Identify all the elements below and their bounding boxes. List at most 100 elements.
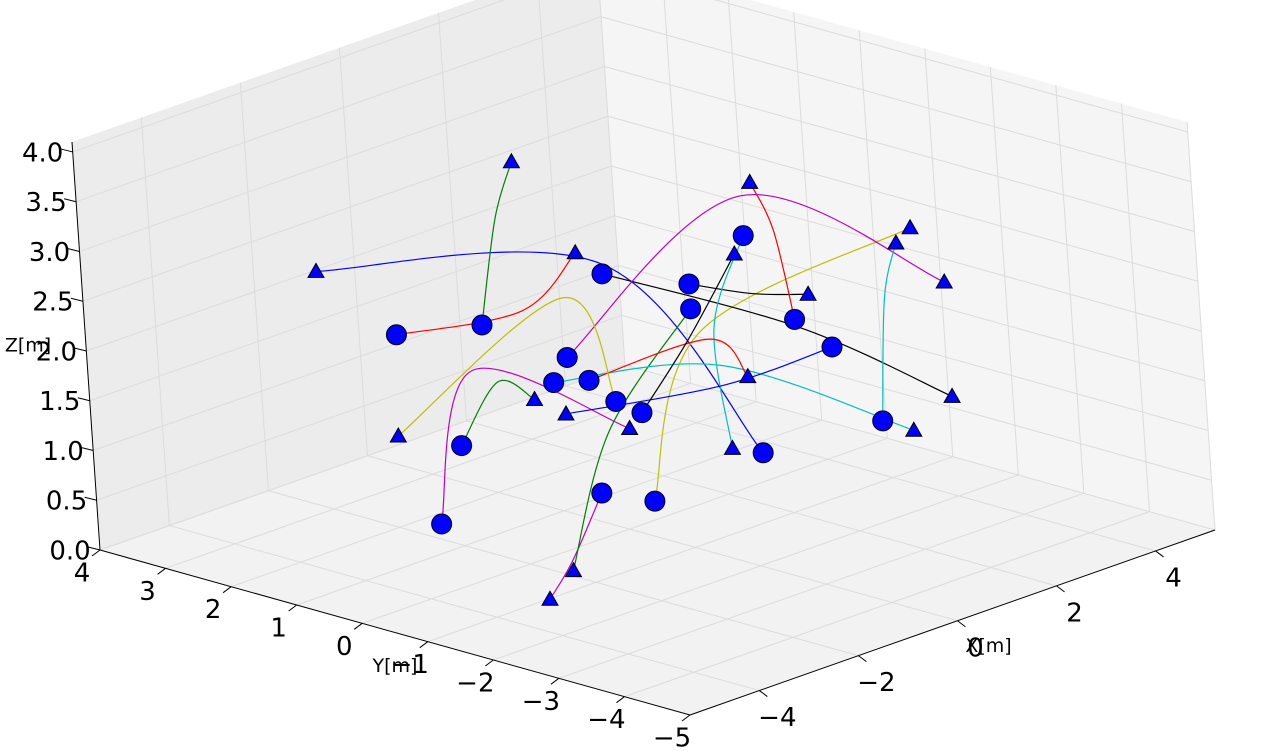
- z-tick-label: 1.5: [39, 387, 80, 417]
- x-tick-label: 4: [1165, 563, 1182, 593]
- end-marker: [541, 590, 559, 606]
- grid-line: [338, 47, 368, 456]
- y-tick: [681, 714, 691, 722]
- end-marker: [566, 243, 585, 260]
- grid-line: [614, 215, 1205, 382]
- start-marker: [543, 372, 565, 394]
- start-marker: [578, 369, 600, 391]
- grid-line: [96, 314, 622, 501]
- grid-line: [1120, 103, 1150, 512]
- x-tick-label: −2: [857, 668, 895, 698]
- z-tick: [81, 447, 94, 451]
- axis-line: [689, 529, 1216, 716]
- end-marker: [525, 390, 544, 407]
- back-pane-x: [599, 0, 1215, 530]
- trajectory: [688, 283, 809, 296]
- y-tick-label: −1: [391, 650, 429, 680]
- end-marker: [564, 561, 583, 578]
- grid-line: [558, 492, 1085, 679]
- y-tick: [616, 696, 625, 704]
- start-marker: [471, 314, 493, 336]
- y-axis-label: Y[m]: [372, 655, 418, 677]
- grid-line: [72, 0, 506, 153]
- axis-line: [71, 141, 101, 551]
- start-marker: [732, 225, 754, 247]
- y-tick: [91, 549, 101, 557]
- y-tick: [157, 567, 166, 575]
- grid-line: [989, 66, 1019, 476]
- x-tick: [1155, 550, 1164, 558]
- y-tick-label: −2: [456, 669, 494, 699]
- trajectory: [588, 338, 749, 381]
- z-tick: [74, 347, 87, 352]
- end-marker: [935, 272, 954, 289]
- markers: [307, 152, 961, 606]
- start-marker: [784, 308, 806, 330]
- x-tick-label: 2: [1066, 598, 1083, 628]
- panes: [72, 0, 1215, 715]
- grid-line: [728, 0, 757, 402]
- grid-line: [611, 165, 1202, 332]
- start-marker: [644, 490, 666, 512]
- z-tick: [70, 297, 84, 302]
- grid-line: [599, 0, 626, 366]
- grid-line: [714, 0, 1188, 133]
- y-tick: [485, 659, 494, 667]
- end-marker: [723, 439, 742, 455]
- grid-line: [604, 65, 1195, 232]
- z-tick-label: 3.5: [25, 188, 66, 218]
- trajectory: [396, 252, 576, 336]
- x-axis-label: X[m]: [965, 635, 1011, 657]
- end-marker: [943, 387, 961, 403]
- trajectory: [481, 161, 512, 326]
- start-marker: [752, 442, 774, 464]
- start-marker: [451, 435, 473, 457]
- end-marker: [620, 419, 639, 436]
- trajectory: [461, 379, 535, 446]
- grid: [72, 0, 1216, 716]
- start-marker: [591, 482, 613, 504]
- start-marker: [385, 324, 407, 346]
- grid-line: [268, 490, 859, 657]
- y-tick: [550, 677, 560, 685]
- grid-line: [427, 456, 953, 643]
- end-marker: [887, 233, 905, 250]
- trajectory: [565, 346, 833, 415]
- x-tick: [759, 690, 768, 697]
- grid-line: [82, 115, 609, 302]
- z-tick-label: 0.5: [46, 487, 87, 517]
- grid-line: [493, 474, 1019, 661]
- back-pane-y: [72, 0, 625, 550]
- grid-line: [140, 117, 170, 526]
- grid-line: [367, 455, 958, 622]
- z-tick: [77, 397, 90, 402]
- grid-line: [89, 215, 615, 402]
- grid-line: [618, 265, 1209, 431]
- grid-line: [1186, 121, 1216, 531]
- y-tick-label: 0: [336, 632, 353, 662]
- grid-line: [438, 12, 468, 421]
- end-marker: [901, 218, 919, 235]
- grid-line: [466, 420, 1057, 587]
- grid-line: [75, 16, 602, 203]
- axis-line: [99, 549, 691, 716]
- x-tick: [1056, 585, 1065, 593]
- grid-line: [924, 48, 954, 457]
- start-marker: [678, 273, 700, 295]
- end-marker: [557, 404, 575, 421]
- grid-line: [600, 16, 1192, 183]
- trajectory: [549, 492, 603, 600]
- end-marker: [740, 173, 759, 189]
- start-marker: [605, 390, 627, 412]
- grid-line: [230, 401, 757, 588]
- z-tick-label: 0.0: [49, 537, 90, 567]
- trajectory: [572, 308, 692, 571]
- y-tick: [353, 622, 363, 630]
- start-marker: [872, 410, 894, 432]
- trajectory: [566, 193, 945, 358]
- z-tick-label: 1.0: [42, 437, 83, 467]
- y-tick: [222, 586, 232, 594]
- grid-line: [165, 382, 691, 569]
